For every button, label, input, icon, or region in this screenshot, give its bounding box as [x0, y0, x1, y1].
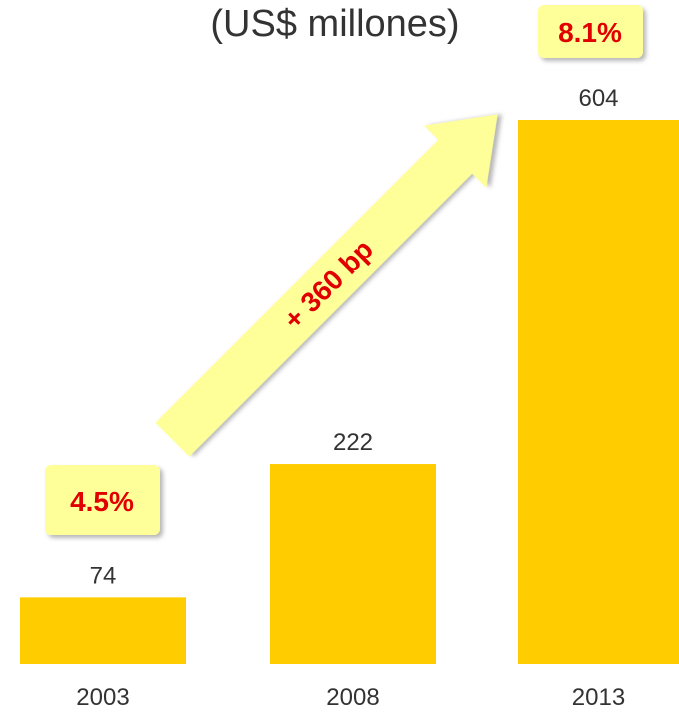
bar	[270, 464, 436, 664]
bar	[518, 120, 679, 664]
bar	[20, 597, 186, 664]
growth-arrow: + 360 bp	[155, 114, 498, 457]
x-tick-label: 2003	[76, 684, 129, 711]
x-tick-label: 2008	[326, 684, 379, 711]
arrow-shape	[155, 114, 498, 457]
callout-box	[45, 465, 160, 535]
x-tick-label: 2013	[572, 684, 625, 711]
callout-box	[538, 5, 643, 58]
value-label: 604	[578, 85, 618, 112]
arrow-label: + 360 bp	[277, 234, 379, 336]
value-label: 222	[333, 429, 373, 456]
callout-label: 8.1%	[558, 17, 622, 48]
callout-label: 4.5%	[70, 486, 134, 517]
value-label: 74	[90, 562, 117, 589]
chart-title: (US$ millones)	[210, 3, 459, 45]
